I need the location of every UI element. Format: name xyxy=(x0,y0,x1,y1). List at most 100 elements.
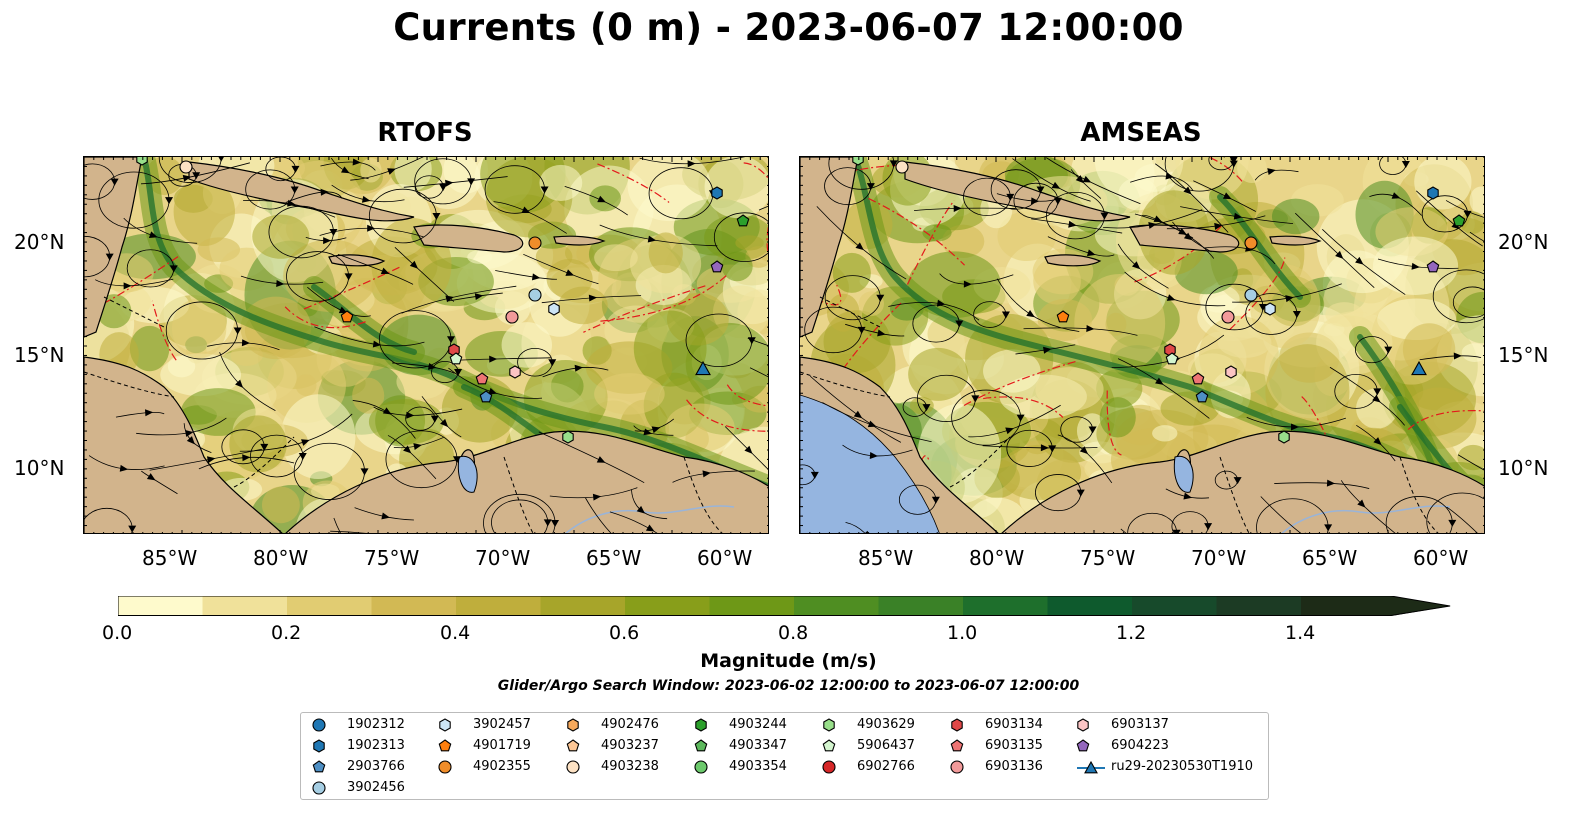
current-patch xyxy=(1035,367,1104,412)
streamline-arrow xyxy=(643,428,653,436)
lon-label-60w-a: 60°W xyxy=(697,546,753,570)
streamline-arrow xyxy=(1290,423,1300,431)
float-marker xyxy=(736,214,750,227)
streamline-arrow xyxy=(1384,346,1393,354)
legend-marker-icon xyxy=(567,718,579,732)
streamline-arrow xyxy=(1267,168,1276,176)
streamline-arrow xyxy=(596,456,606,463)
float-marker xyxy=(951,718,963,732)
legend-item-label: 4903629 xyxy=(857,717,915,732)
eez-boundary xyxy=(962,361,1076,407)
legend-marker-icon xyxy=(1077,718,1089,732)
eez-boundary xyxy=(1207,157,1243,182)
streamline-arrow xyxy=(1373,437,1382,446)
current-patch xyxy=(1074,273,1166,373)
float-marker xyxy=(1244,236,1258,250)
streamline-arrow xyxy=(320,188,329,196)
streamline-arrow xyxy=(1222,192,1232,200)
streamline-arrow xyxy=(242,454,251,462)
streamline-arrow xyxy=(409,260,419,269)
float-marker xyxy=(1165,352,1179,365)
cbar-tick-6: 1.2 xyxy=(1116,622,1147,644)
float-marker xyxy=(438,760,452,774)
streamline-arrow xyxy=(1229,160,1238,168)
current-patch xyxy=(160,353,242,397)
float-marker xyxy=(1076,739,1090,752)
streamline-arrow xyxy=(352,158,361,166)
legend-marker-icon xyxy=(951,718,963,732)
cbar-segment xyxy=(794,596,880,616)
streamline-arrow xyxy=(1030,197,1040,205)
lat-label-15n-right: 15°N xyxy=(1498,343,1549,367)
land-mass xyxy=(1129,224,1240,253)
float-marker xyxy=(823,718,835,732)
lake-maracaibo xyxy=(457,455,478,493)
streamline-arrow xyxy=(1183,232,1193,241)
current-patch xyxy=(922,224,952,242)
streamline-eddy xyxy=(1452,286,1484,319)
float-marker xyxy=(695,360,711,376)
streamline-arrow xyxy=(1086,249,1096,257)
current-patch xyxy=(1356,388,1398,429)
legend-item-label: 6903136 xyxy=(985,759,1043,774)
country-border xyxy=(84,371,175,398)
streamline-arrow xyxy=(963,280,972,288)
current-patch xyxy=(858,291,884,317)
streamline-arrow xyxy=(1372,394,1381,403)
search-window-text: Glider/Argo Search Window: 2023-06-02 12… xyxy=(497,678,1080,694)
streamline-arrow xyxy=(1043,346,1052,354)
river xyxy=(1281,505,1451,533)
lon-label-75w-a: 75°W xyxy=(364,546,420,570)
current-patch xyxy=(171,298,227,359)
cbar-segment xyxy=(625,596,711,616)
streamline-arrow xyxy=(360,468,369,476)
legend-item-label: 5906437 xyxy=(857,738,915,753)
panel-title-amseas: AMSEAS xyxy=(1080,118,1202,148)
current-patch xyxy=(1402,323,1456,376)
float-marker xyxy=(475,372,489,385)
streamline-arrow xyxy=(413,443,422,451)
current-patch xyxy=(648,232,683,274)
streamline-arrow xyxy=(1005,427,1014,435)
float-marker xyxy=(528,236,542,250)
streamline-arrow xyxy=(810,471,819,479)
float-marker xyxy=(950,739,964,752)
current-patch xyxy=(467,250,493,264)
eez-boundary xyxy=(151,300,177,361)
streamline-arrow xyxy=(290,186,299,194)
current-patch xyxy=(501,322,553,368)
streamline-arrow xyxy=(867,420,877,428)
float-marker xyxy=(710,260,724,273)
cbar-segment xyxy=(118,596,204,616)
cbar-tick-3: 0.6 xyxy=(609,622,640,644)
current-patch xyxy=(627,157,711,222)
streamline-arrow xyxy=(235,379,244,388)
streamline-arrow xyxy=(381,512,390,520)
streamline-arrow xyxy=(146,473,156,481)
float-marker xyxy=(1452,214,1466,227)
legend-marker-icon xyxy=(823,718,835,732)
amseas-map[interactable] xyxy=(799,156,1485,534)
streamline-arrow xyxy=(1373,388,1382,396)
legend-item-label: 6902766 xyxy=(857,759,915,774)
float-marker xyxy=(313,739,325,753)
cbar-segment xyxy=(1301,596,1392,616)
lon-label-65w-b: 65°W xyxy=(1302,546,1358,570)
legend-item-label: 4903354 xyxy=(729,759,787,774)
cbar-tick-2: 0.4 xyxy=(440,622,471,644)
eez-boundary xyxy=(600,273,729,322)
cbar-segment xyxy=(963,596,1049,616)
float-marker xyxy=(1221,310,1235,324)
float-marker xyxy=(312,718,326,732)
streamline-arrow xyxy=(1051,181,1061,189)
current-patch xyxy=(352,377,385,414)
float-marker xyxy=(1225,365,1237,379)
land-mass xyxy=(1001,430,1484,533)
rtofs-map[interactable] xyxy=(83,156,769,534)
float-marker xyxy=(505,310,519,324)
land-mass xyxy=(328,254,386,267)
float-marker xyxy=(567,718,579,732)
float-marker xyxy=(562,430,574,444)
lon-label-80w-b: 80°W xyxy=(969,546,1025,570)
legend-marker-icon xyxy=(566,760,580,774)
